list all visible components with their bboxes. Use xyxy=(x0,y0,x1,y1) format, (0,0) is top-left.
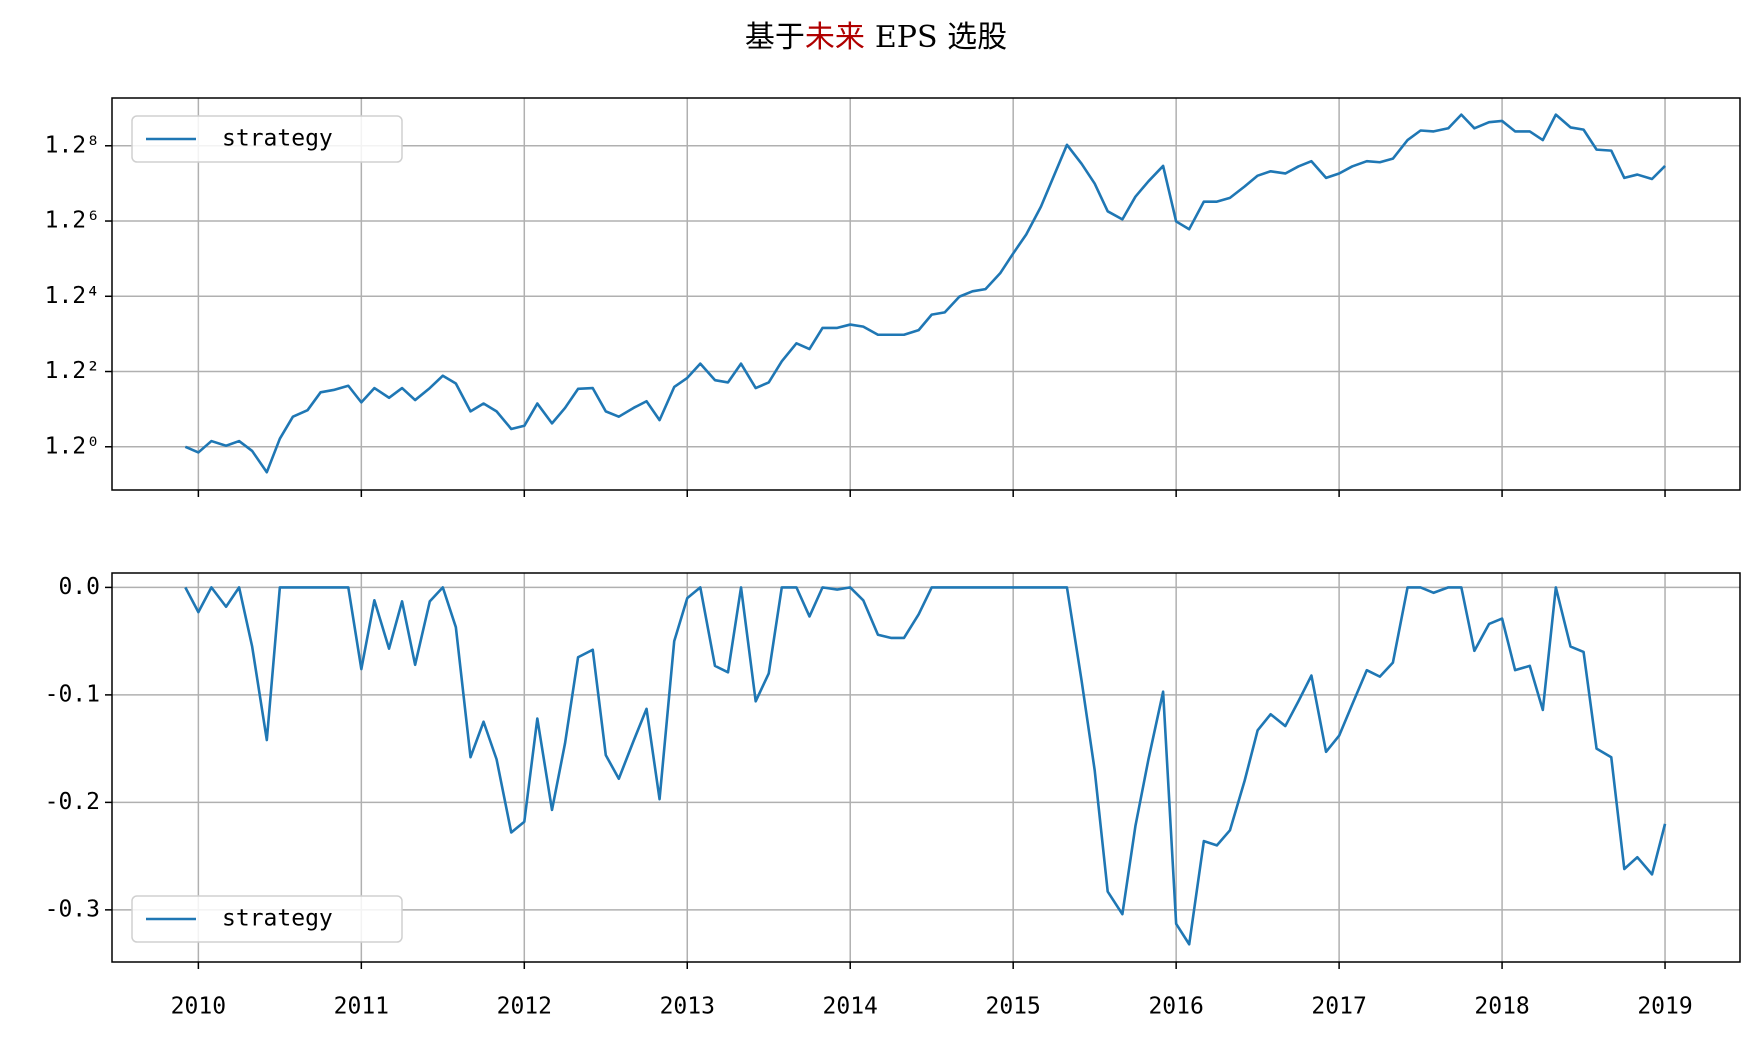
data-line xyxy=(184,586,1667,946)
y-tick-label: -0.3 xyxy=(45,896,100,922)
axes-frame xyxy=(111,97,1741,491)
y-tick-label: 1.2⁴ xyxy=(45,283,100,309)
y-tick-label: 1.2² xyxy=(45,358,100,384)
legend-box xyxy=(131,895,403,943)
x-tick-label: 2014 xyxy=(823,994,878,1020)
y-tick-label: 0.0 xyxy=(58,574,100,600)
y-tick-label: -0.1 xyxy=(45,681,100,707)
x-tick-label: 2013 xyxy=(660,994,715,1020)
legend-box xyxy=(131,115,403,163)
x-tick-label: 2016 xyxy=(1148,994,1203,1020)
legend-label: strategy xyxy=(222,126,333,152)
legend-label: strategy xyxy=(222,906,333,932)
x-tick-label: 2011 xyxy=(334,994,389,1020)
x-tick-label: 2010 xyxy=(171,994,226,1020)
y-tick-label: 1.2⁸ xyxy=(45,132,100,158)
chart-title: 基于未来 EPS 选股 xyxy=(745,20,1007,55)
x-tick-label: 2015 xyxy=(985,994,1040,1020)
axes: 2010 2011 2012 2013 2014 2015 2016 2017 2018 2019… xyxy=(45,572,1741,1020)
title-part: 未来 xyxy=(805,20,865,55)
axes-frame xyxy=(111,572,1741,963)
title-part: 基于 xyxy=(745,20,805,55)
axes: 1.2⁰ 1.2² 1.2⁴ 1.2⁶ 1.2⁸ strategy xyxy=(45,97,1741,497)
data-line xyxy=(184,113,1666,474)
x-tick-label: 2012 xyxy=(497,994,552,1020)
y-tick-label: -0.2 xyxy=(45,789,100,815)
x-tick-label: 2018 xyxy=(1474,994,1529,1020)
x-tick-label: 2019 xyxy=(1637,994,1692,1020)
y-tick-label: 1.2⁶ xyxy=(45,208,100,234)
x-tick-label: 2017 xyxy=(1311,994,1366,1020)
title-part: EPS 选股 xyxy=(875,20,1007,55)
y-tick-label: 1.2⁰ xyxy=(45,433,100,459)
